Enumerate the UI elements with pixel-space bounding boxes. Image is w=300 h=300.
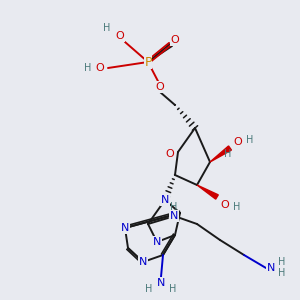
- Polygon shape: [197, 185, 218, 199]
- Text: O: O: [166, 149, 174, 159]
- Text: N: N: [170, 211, 178, 221]
- Text: O: O: [220, 200, 230, 210]
- Text: H: H: [278, 268, 286, 278]
- Text: N: N: [157, 278, 165, 288]
- Text: O: O: [156, 82, 164, 92]
- Text: O: O: [96, 63, 104, 73]
- Text: H: H: [246, 135, 254, 145]
- Text: H: H: [84, 63, 92, 73]
- Text: H: H: [169, 284, 177, 294]
- Text: H: H: [224, 149, 232, 159]
- Text: H: H: [278, 257, 286, 267]
- Text: H: H: [170, 202, 178, 212]
- Text: N: N: [139, 257, 147, 267]
- Polygon shape: [210, 146, 231, 162]
- Text: P: P: [144, 56, 152, 68]
- Text: N: N: [267, 263, 275, 273]
- Text: N: N: [121, 223, 129, 233]
- Text: N: N: [161, 195, 169, 205]
- Text: N: N: [153, 237, 161, 247]
- Text: O: O: [116, 31, 124, 41]
- Text: O: O: [171, 35, 179, 45]
- Text: H: H: [145, 284, 153, 294]
- Text: H: H: [103, 23, 111, 33]
- Text: H: H: [233, 202, 241, 212]
- Text: O: O: [234, 137, 242, 147]
